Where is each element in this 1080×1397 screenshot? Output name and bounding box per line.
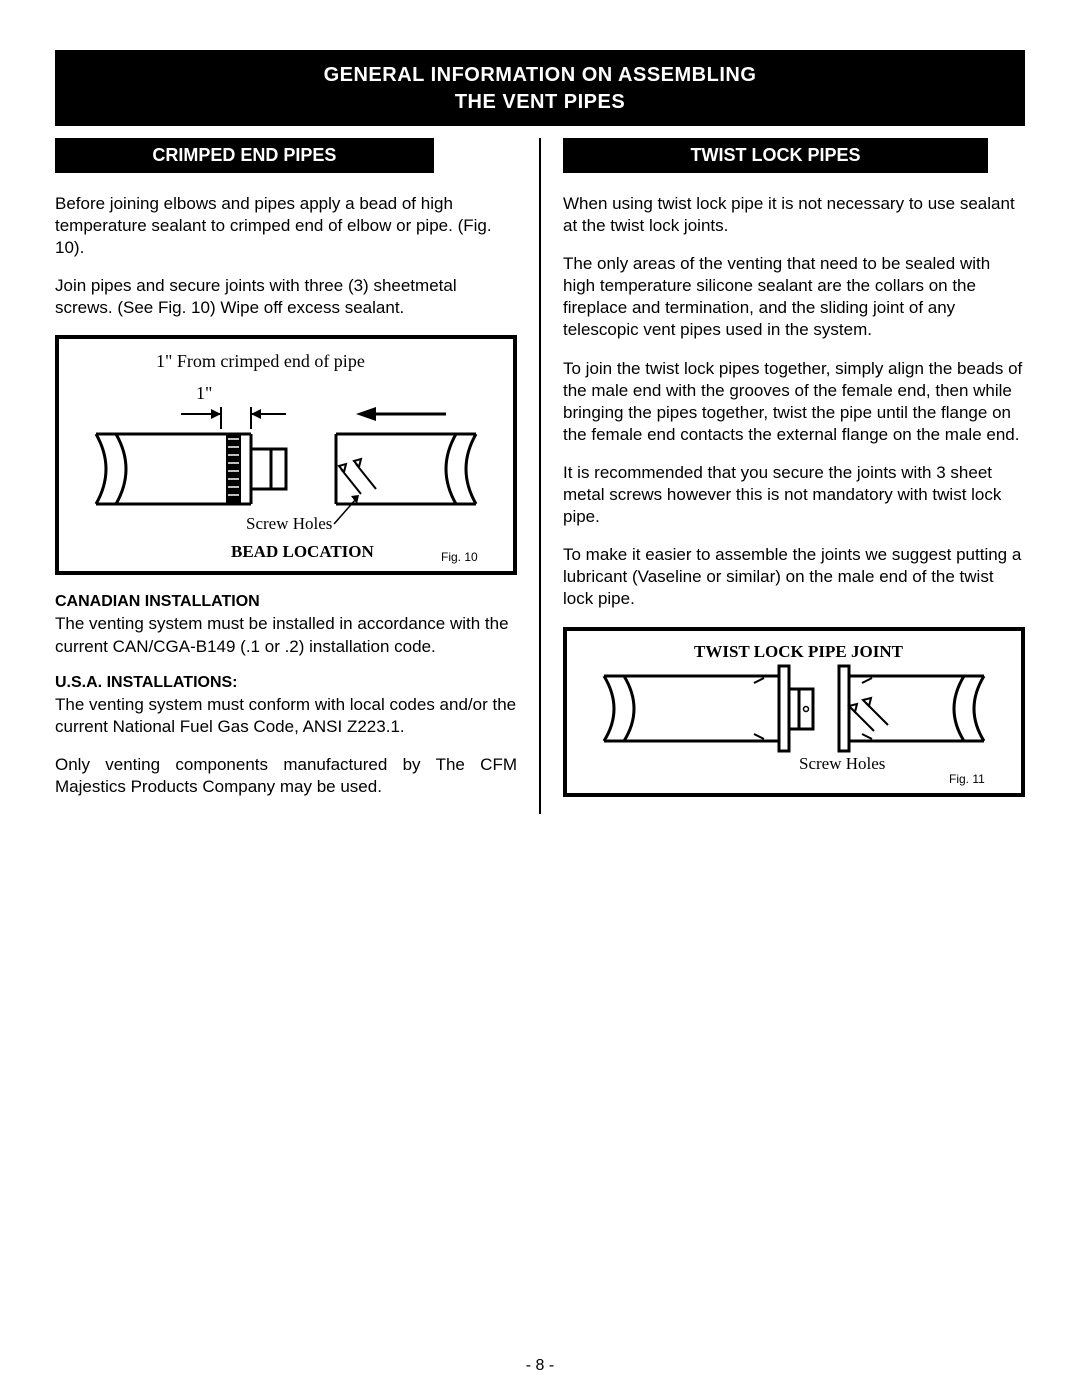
main-header: GENERAL INFORMATION ON ASSEMBLING THE VE… — [55, 50, 1025, 126]
crimped-subheader: CRIMPED END PIPES — [55, 138, 434, 173]
left-para-1: Before joining elbows and pipes apply a … — [55, 193, 517, 259]
figure-10: 1" From crimped end of pipe 1" — [55, 335, 517, 575]
fig10-screw-holes: Screw Holes — [246, 514, 332, 533]
usa-body: The venting system must conform with loc… — [55, 694, 517, 738]
fig10-caption: Fig. 10 — [441, 550, 478, 564]
main-header-line1: GENERAL INFORMATION ON ASSEMBLING — [324, 64, 757, 86]
fig10-one-inch: 1" — [196, 383, 212, 403]
fig11-caption: Fig. 11 — [949, 772, 985, 786]
figure-11-svg: TWIST LOCK PIPE JOINT — [567, 631, 1021, 793]
left-para-2: Join pipes and secure joints with three … — [55, 275, 517, 319]
left-column: CRIMPED END PIPES Before joining elbows … — [55, 138, 541, 814]
page-number: - 8 - — [0, 1357, 1080, 1375]
cfm-note: Only venting components manufactured by … — [55, 754, 517, 798]
fig10-top-label: 1" From crimped end of pipe — [156, 351, 365, 371]
document-page: GENERAL INFORMATION ON ASSEMBLING THE VE… — [0, 0, 1080, 1397]
main-header-line2: THE VENT PIPES — [455, 91, 625, 113]
right-para-1: When using twist lock pipe it is not nec… — [563, 193, 1025, 237]
right-column: TWIST LOCK PIPES When using twist lock p… — [541, 138, 1025, 814]
canadian-head: CANADIAN INSTALLATION — [55, 593, 517, 611]
fig11-screw-holes: Screw Holes — [799, 754, 885, 773]
fig11-title: TWIST LOCK PIPE JOINT — [694, 642, 904, 661]
canadian-body: The venting system must be installed in … — [55, 613, 517, 657]
right-para-2: The only areas of the venting that need … — [563, 253, 1025, 341]
figure-11: TWIST LOCK PIPE JOINT — [563, 627, 1025, 797]
twist-subheader: TWIST LOCK PIPES — [563, 138, 988, 173]
usa-head: U.S.A. INSTALLATIONS: — [55, 674, 517, 692]
figure-10-svg: 1" From crimped end of pipe 1" — [59, 339, 513, 571]
fig10-bead-location: BEAD LOCATION — [231, 542, 375, 561]
two-column-layout: CRIMPED END PIPES Before joining elbows … — [55, 138, 1025, 814]
right-para-5: To make it easier to assemble the joints… — [563, 544, 1025, 610]
right-para-4: It is recommended that you secure the jo… — [563, 462, 1025, 528]
right-para-3: To join the twist lock pipes together, s… — [563, 358, 1025, 446]
